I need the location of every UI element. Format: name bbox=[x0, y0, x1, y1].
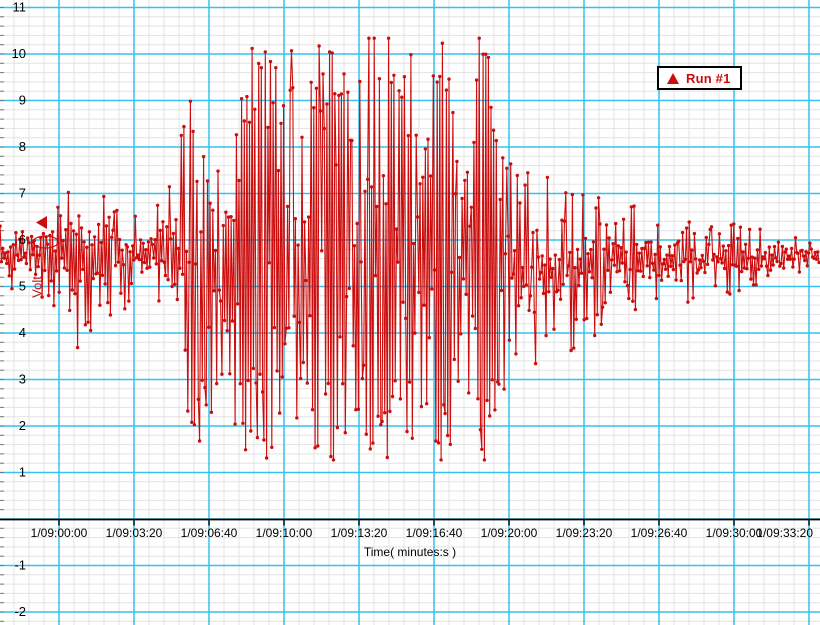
y-tick-label: -2 bbox=[14, 604, 26, 619]
y-tick-label: -1 bbox=[14, 558, 26, 573]
legend[interactable]: Run #1 bbox=[657, 66, 742, 90]
y-tick-label: 8 bbox=[19, 139, 26, 154]
series-run1-waveform bbox=[0, 36, 820, 462]
x-tick-label: 1/09:13:20 bbox=[331, 526, 388, 540]
x-tick-label: 1/09:10:00 bbox=[256, 526, 313, 540]
x-axis-title: Time( minutes:s ) bbox=[363, 545, 457, 559]
y-tick-label: 5 bbox=[19, 279, 26, 294]
y-tick-label: 1 bbox=[19, 465, 26, 480]
y-tick-label: 10 bbox=[12, 46, 26, 61]
x-tick-label: 1/09:30:00 bbox=[706, 526, 763, 540]
x-tick-label: 1/09:06:40 bbox=[181, 526, 238, 540]
cursor-triangle-icon[interactable] bbox=[36, 216, 47, 229]
y-tick-label: 3 bbox=[19, 372, 26, 387]
x-tick-label: 1/09:23:20 bbox=[556, 526, 613, 540]
y-tick-label: 9 bbox=[19, 93, 26, 108]
y-tick-label: 2 bbox=[19, 418, 26, 433]
x-tick-label: 1/09:00:00 bbox=[31, 526, 88, 540]
legend-run1-label: Run #1 bbox=[686, 70, 731, 86]
legend-run1-triangle-icon bbox=[667, 72, 679, 84]
y-axis-title: Volt bbox=[29, 276, 45, 298]
ellipse-marker-icon bbox=[32, 235, 59, 249]
tick-labels: 11 10 9 8 7 6 5 4 3 2 1 -1 -2 1/09:00:00 1/09:03:20 1/0… bbox=[12, 0, 814, 619]
x-tick-label: 1/09:20:00 bbox=[481, 526, 538, 540]
axis-lines-and-ticks bbox=[0, 7, 820, 622]
x-tick-label: 1/09:33:20 bbox=[756, 526, 813, 540]
x-tick-label: 1/09:03:20 bbox=[106, 526, 163, 540]
x-tick-label: 1/09:16:40 bbox=[406, 526, 463, 540]
y-tick-label: 7 bbox=[19, 186, 26, 201]
annotations bbox=[32, 216, 59, 249]
y-tick-label: 6 bbox=[19, 232, 26, 247]
y-tick-label: 11 bbox=[13, 0, 27, 15]
y-tick-label: 4 bbox=[19, 325, 26, 340]
x-tick-label: 1/09:26:40 bbox=[631, 526, 688, 540]
